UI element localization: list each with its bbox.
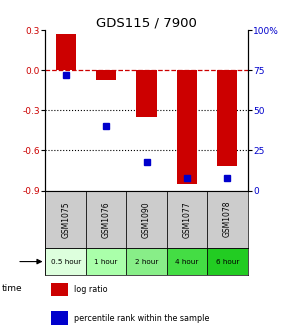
Text: GSM1090: GSM1090 xyxy=(142,201,151,238)
Text: 4 hour: 4 hour xyxy=(175,259,199,264)
Title: GDS115 / 7900: GDS115 / 7900 xyxy=(96,16,197,29)
Text: 1 hour: 1 hour xyxy=(94,259,118,264)
Text: GSM1075: GSM1075 xyxy=(61,201,70,238)
Text: 6 hour: 6 hour xyxy=(216,259,239,264)
Bar xyxy=(45,191,86,248)
Bar xyxy=(126,191,167,248)
Text: log ratio: log ratio xyxy=(74,285,107,294)
Bar xyxy=(126,248,167,275)
Text: percentile rank within the sample: percentile rank within the sample xyxy=(74,314,209,323)
Bar xyxy=(177,70,197,184)
Bar xyxy=(167,191,207,248)
Text: GSM1077: GSM1077 xyxy=(183,201,191,238)
Bar xyxy=(86,248,126,275)
Bar xyxy=(86,191,126,248)
Text: time: time xyxy=(1,284,22,293)
Bar xyxy=(207,191,248,248)
Text: 2 hour: 2 hour xyxy=(135,259,158,264)
Text: GSM1076: GSM1076 xyxy=(102,201,110,238)
Bar xyxy=(137,70,156,117)
Text: GSM1078: GSM1078 xyxy=(223,201,232,238)
Bar xyxy=(52,311,68,325)
Text: 0.5 hour: 0.5 hour xyxy=(50,259,81,264)
Bar xyxy=(167,248,207,275)
Bar xyxy=(96,70,116,80)
Bar xyxy=(45,248,86,275)
Bar xyxy=(207,248,248,275)
Bar xyxy=(56,34,76,70)
Bar xyxy=(217,70,237,166)
Bar xyxy=(52,283,68,296)
